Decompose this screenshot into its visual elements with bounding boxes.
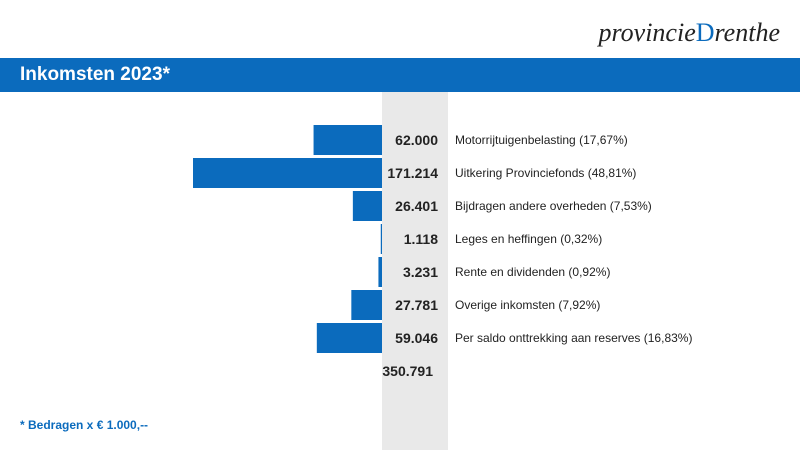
category-label: Bijdragen andere overheden (7,53%) — [455, 199, 652, 213]
category-label: Overige inkomsten (7,92%) — [455, 298, 600, 312]
bar — [316, 323, 382, 353]
category-label: Motorrijtuigenbelasting (17,67%) — [455, 133, 628, 147]
value-label: 171.214 — [387, 165, 438, 181]
logo-text-accent: D — [695, 18, 715, 47]
value-column-background — [382, 92, 448, 450]
bar — [193, 158, 382, 188]
value-label: 62.000 — [395, 132, 438, 148]
category-label: Rente en dividenden (0,92%) — [455, 265, 610, 279]
value-label: 26.401 — [395, 198, 438, 214]
value-label: 59.046 — [395, 330, 438, 346]
bar — [378, 257, 382, 287]
logo-text-after: renthe — [714, 18, 780, 47]
category-label: Per saldo onttrekking aan reserves (16,8… — [455, 331, 692, 345]
category-label: Leges en heffingen (0,32%) — [455, 232, 602, 246]
value-label: 27.781 — [395, 297, 438, 313]
value-label: 1.118 — [404, 231, 438, 247]
provincie-drenthe-logo: provincieDrenthe — [599, 18, 780, 48]
bar — [352, 191, 382, 221]
header-bar: Inkomsten 2023* — [0, 58, 800, 92]
page-title: Inkomsten 2023* — [20, 64, 170, 85]
value-label: 3.231 — [403, 264, 438, 280]
amounts-footnote: * Bedragen x € 1.000,-- — [20, 418, 149, 432]
logo-text-before: provincie — [598, 18, 696, 47]
bar — [313, 125, 382, 155]
total-label: 350.791 — [382, 363, 433, 379]
bar — [380, 224, 382, 254]
category-label: Uitkering Provinciefonds (48,81%) — [455, 166, 636, 180]
bar — [351, 290, 382, 320]
